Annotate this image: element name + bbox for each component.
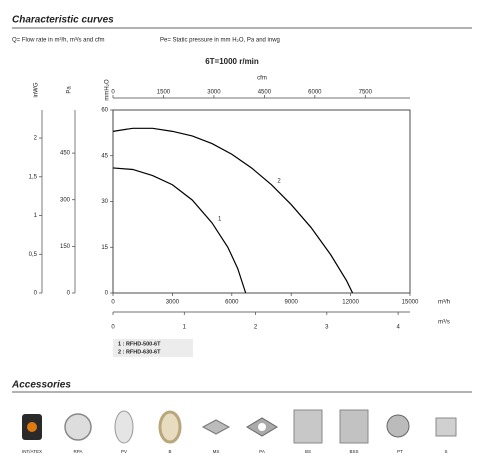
x-tick-label: 0 [111,90,115,96]
y-tick-label: 2 [34,136,38,142]
x-tick-label: 1500 [157,90,171,96]
y-tick-label: 0 [34,291,38,297]
icon [158,410,182,444]
accessory-label: PA [259,449,265,454]
y-tick-label: 45 [101,153,108,159]
icon [386,414,410,438]
accessory-label: MS [213,449,220,454]
x-tick-label: 3 [325,325,329,331]
curve-label: 2 [277,178,281,184]
accessory-label: PT [397,449,403,454]
axis-title: cfm [257,76,267,82]
curve-label: 1 [218,216,222,222]
y-tick-label: 60 [101,108,108,114]
note: Pe= Static pressure in mm H₂O, Pa and in… [160,38,280,44]
axis-title: mmH₂O [105,79,111,101]
curve [112,167,247,294]
x-tick-label: 0 [111,325,115,331]
icon [114,410,134,444]
legend-label: 2 : RFHD-630-6T [118,349,161,355]
curve [112,127,354,294]
x-tick-label: 3000 [207,90,221,96]
plot-frame [112,109,411,294]
accessory-label: S [444,449,447,454]
icon [27,422,37,432]
y-tick-label: 30 [101,199,108,205]
x-tick-label: 0 [111,300,115,306]
legend-box [113,339,193,357]
accessory-label: B [168,449,171,454]
chart-title: 6T=1000 r/min [205,57,259,66]
icon [258,423,266,431]
icon [201,419,231,435]
icon [64,413,92,441]
y-tick-label: 1 [34,213,38,219]
axis-title: Pa [67,86,73,94]
y-tick-label: 15 [101,245,108,251]
x-tick-label: 15000 [402,300,419,306]
x-tick-label: 6000 [308,90,322,96]
accessory-icons [22,409,457,444]
x-tick-label: 7500 [359,90,373,96]
y-tick-label: 1,5 [29,174,38,180]
x-tick-label: 1 [183,325,187,331]
accessory-label: PV [121,449,127,454]
icon [293,409,323,444]
accessory-label: INT/ATEX [22,449,42,454]
x-tick-label: 12000 [342,300,359,306]
x-tick-label: 2 [254,325,258,331]
note: Q= Flow rate in m³/h, m³/s and cfm [12,38,105,44]
y-tick-label: 0 [105,291,109,297]
icon [339,409,369,444]
y-tick-label: 300 [60,197,71,203]
x-tick-label: 3000 [166,300,180,306]
axis-title: inWG [34,82,40,97]
x-tick-label: 4500 [258,90,272,96]
y-tick-label: 0 [67,291,71,297]
section-title: Characteristic curves [12,15,114,26]
axis-title: m³/s [438,320,450,326]
x-tick-label: 6000 [225,300,239,306]
x-tick-label: 9000 [285,300,299,306]
accessory-label: RPA [74,449,83,454]
y-tick-label: 450 [60,151,71,157]
axis-title: m³/h [438,300,450,306]
accessory-label: BS [305,449,311,454]
section-title: Accessories [11,380,71,391]
accessory-label: BSS [349,449,358,454]
y-tick-label: 0,5 [29,252,38,258]
y-tick-label: 150 [60,244,71,250]
x-tick-label: 4 [396,325,400,331]
legend-label: 1 : RFHD-500-6T [118,341,161,347]
icon [435,417,457,437]
